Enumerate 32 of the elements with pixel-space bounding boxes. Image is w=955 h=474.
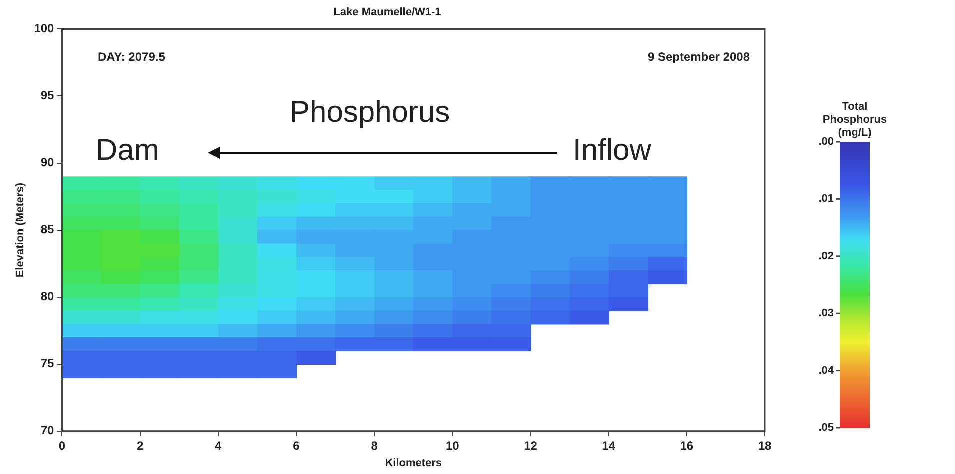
x-axis-title: Kilometers	[385, 457, 442, 470]
color-bar-label: .04	[818, 364, 835, 377]
annotation: DAY: 2079.5	[98, 50, 166, 64]
color-bar-label: .00	[818, 136, 834, 148]
y-tick-label: 100	[34, 22, 55, 36]
color-bar-label: .02	[818, 250, 834, 262]
y-tick-label: 80	[40, 290, 55, 304]
color-bar-title: Total Phosphorus (mg/L)	[822, 101, 888, 139]
color-bar-label: .03	[818, 308, 834, 320]
x-tick-label: 2	[136, 438, 144, 453]
x-tick-label: 12	[524, 438, 538, 453]
x-tick-label: 14	[602, 438, 616, 453]
y-tick-label: 95	[40, 88, 55, 103]
annotation: Phosphorus	[290, 96, 450, 130]
x-tick-label: 18	[758, 438, 772, 453]
annotation: 9 September 2008	[648, 50, 750, 64]
x-tick-label: 8	[371, 438, 378, 453]
x-tick-label: 10	[446, 438, 460, 453]
y-axis-title: Elevation (Meters)	[14, 182, 27, 278]
annotation: Inflow	[573, 134, 652, 168]
x-tick-label: 0	[58, 438, 66, 453]
annotation: Dam	[96, 134, 160, 168]
y-tick-label: 85	[40, 222, 55, 237]
x-tick-label: 16	[680, 438, 694, 453]
color-bar-label: .01	[818, 193, 834, 206]
y-tick-label: 75	[40, 356, 55, 371]
x-tick-label: 6	[293, 438, 300, 453]
x-tick-label: 4	[215, 438, 222, 453]
y-tick-label: 70	[40, 424, 55, 438]
chart-title: Lake Maumelle/W1-1	[334, 6, 442, 19]
y-tick-label: 90	[40, 156, 55, 170]
color-bar-label: .05	[818, 422, 834, 434]
